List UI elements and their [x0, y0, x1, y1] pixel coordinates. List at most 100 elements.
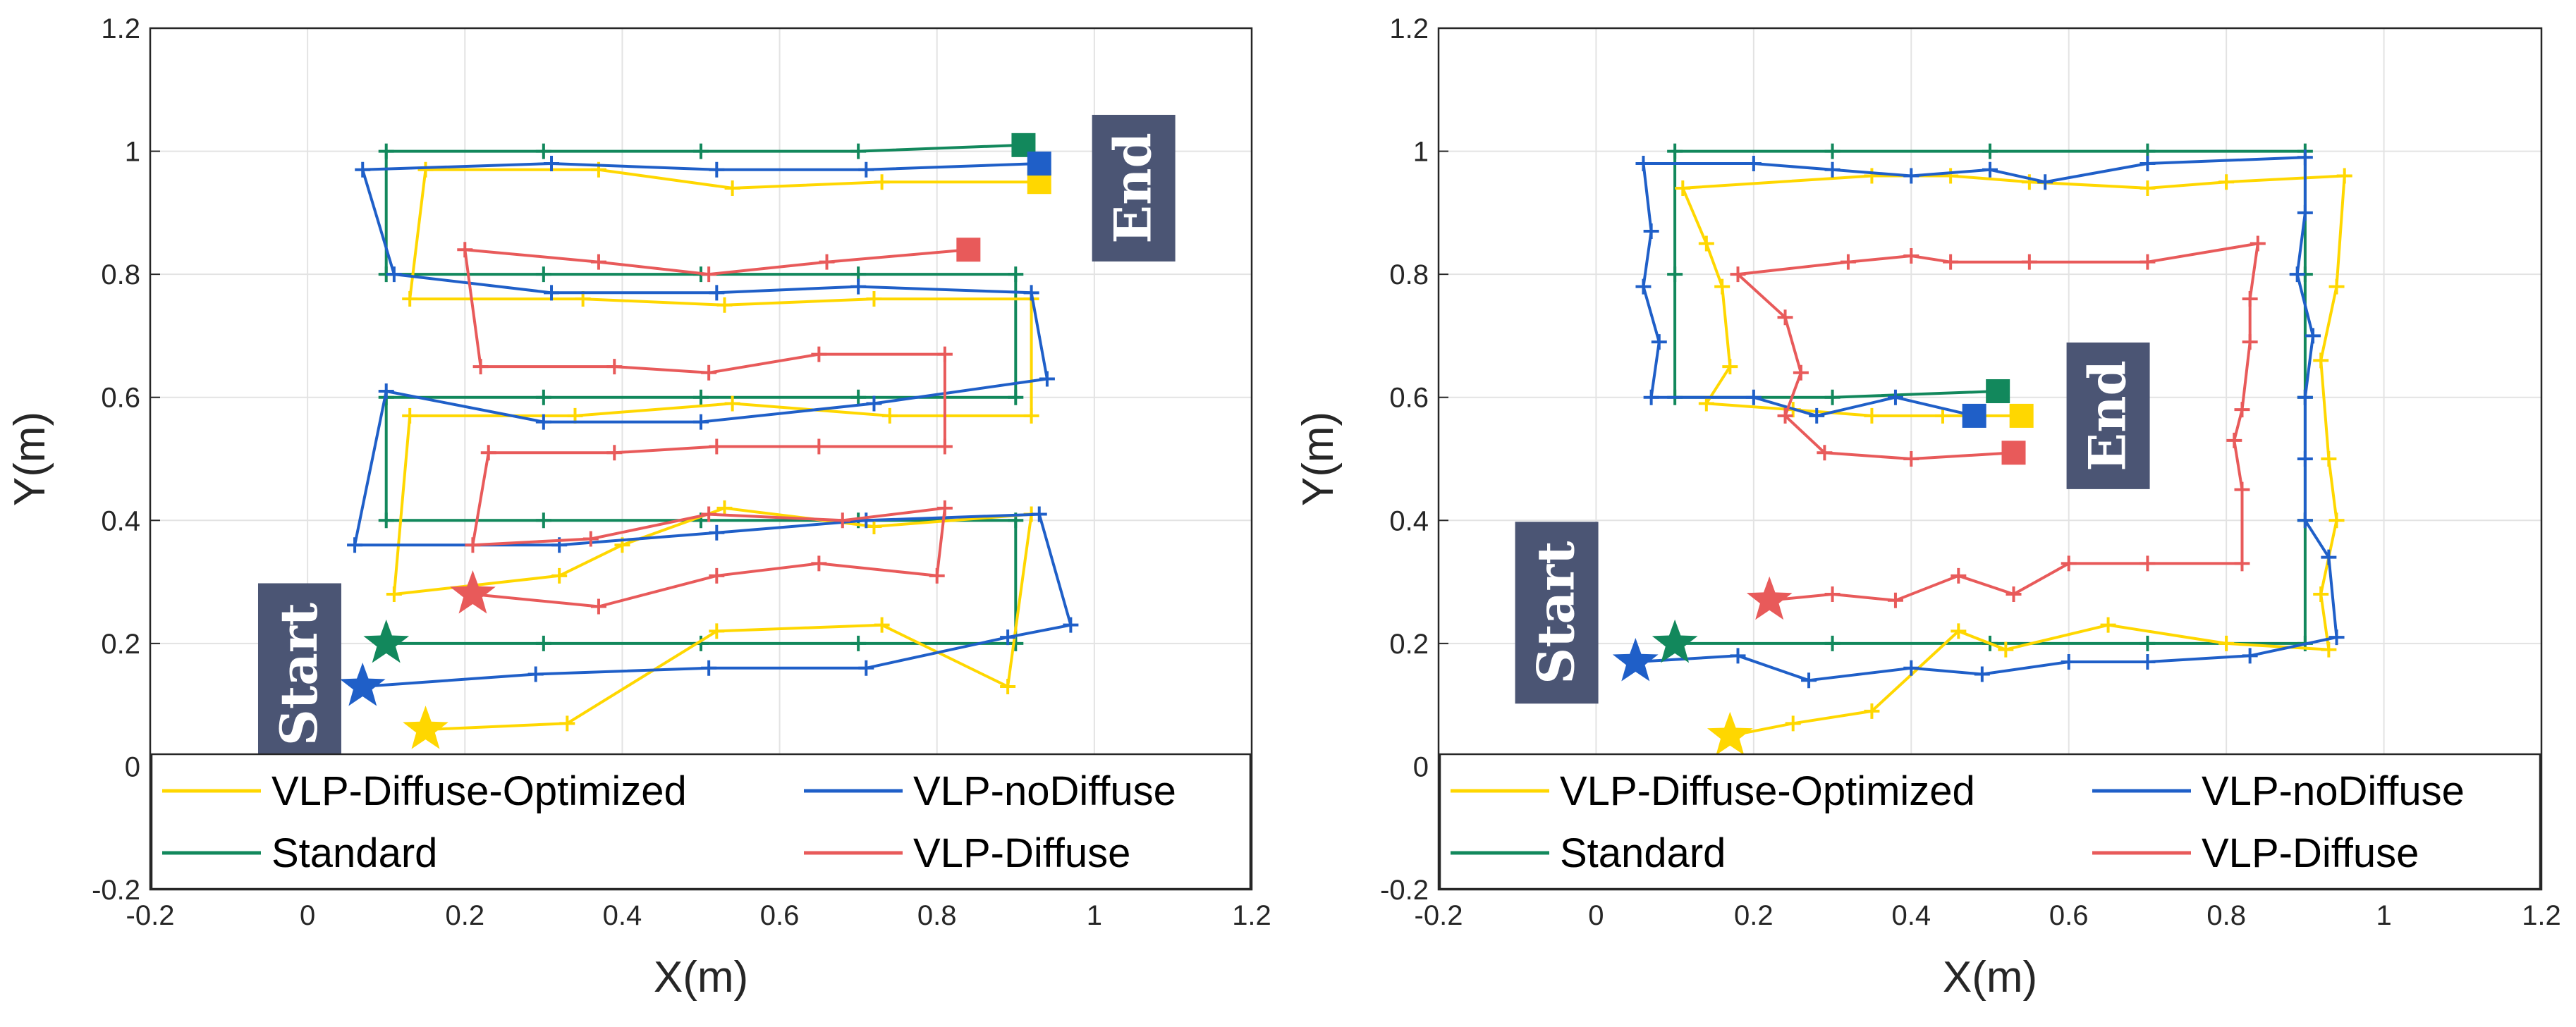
data-point [535, 414, 551, 430]
start-star-marker [1612, 638, 1659, 682]
legend-label: VLP-Diffuse [913, 830, 1130, 876]
start-star-marker [363, 619, 410, 663]
data-point [544, 156, 560, 172]
end-square-marker [956, 238, 981, 262]
data-point [1793, 364, 1809, 381]
data-point [2242, 334, 2258, 350]
data-point [1023, 407, 1039, 424]
y-tick-label: 0.4 [1389, 505, 1429, 536]
end-square-marker [1962, 403, 1986, 428]
series-vlp-diffuse [1730, 235, 2266, 608]
data-point [709, 438, 725, 455]
y-tick-label: 0 [125, 751, 140, 782]
data-point [1643, 223, 1659, 240]
data-point [1824, 143, 1841, 159]
data-point [2321, 451, 2337, 467]
data-point [2139, 156, 2156, 172]
data-point [1722, 359, 1738, 375]
x-tick-label: 1.2 [2522, 900, 2561, 931]
x-axis-label: X(m) [654, 953, 748, 1002]
data-point [465, 537, 481, 553]
data-point [2234, 481, 2250, 498]
data-point [811, 438, 827, 455]
data-point [2139, 254, 2156, 270]
data-point [582, 531, 599, 547]
data-point [2336, 168, 2352, 184]
data-point [709, 161, 725, 178]
legend: VLP-Diffuse-Optimized VLP-noDiffuse Standa… [150, 753, 1252, 890]
data-point [1023, 285, 1039, 301]
data-point [2139, 180, 2156, 196]
legend-box [1439, 753, 2541, 890]
x-tick-label: -0.2 [1415, 900, 1463, 931]
data-point [701, 266, 717, 283]
data-point [1745, 156, 1762, 172]
data-point [2234, 402, 2250, 418]
data-point [1000, 678, 1016, 694]
data-point [1698, 235, 1714, 252]
data-point [1903, 247, 1919, 264]
series-line [392, 168, 1039, 732]
start-star-marker [403, 706, 448, 749]
data-point [1000, 629, 1016, 646]
data-point [1667, 143, 1683, 159]
series-line [1736, 242, 2259, 602]
y-tick-label: -0.2 [1380, 875, 1429, 906]
data-point [1903, 660, 1919, 676]
series-vlp-diffuse [457, 242, 977, 615]
annotation-text: Start [269, 603, 329, 746]
data-point [402, 407, 418, 424]
y-tick-label: 0.4 [101, 505, 140, 536]
data-point [378, 383, 394, 399]
data-point [1824, 586, 1841, 603]
annotation-start: Start [1515, 522, 1599, 704]
annotation-end: End [2066, 342, 2150, 489]
annotation-box [1515, 522, 1599, 704]
data-point [1864, 703, 1880, 719]
annotation-end: End [1092, 114, 1176, 262]
data-point [1824, 161, 1841, 178]
start-star-marker [1707, 711, 1753, 756]
data-point [881, 407, 898, 424]
legend-label: VLP-Diffuse [2202, 830, 2419, 876]
data-point [724, 180, 740, 196]
data-point [347, 537, 363, 553]
data-point [1777, 309, 1793, 326]
legend-label: VLP-Diffuse-Optimized [1560, 768, 1975, 814]
series-line [1681, 174, 2346, 737]
data-point [2250, 235, 2266, 252]
data-point [929, 567, 945, 584]
data-point [2218, 174, 2235, 190]
data-point [2297, 389, 2313, 405]
data-point [355, 161, 371, 178]
data-point [535, 266, 551, 283]
data-point [1039, 371, 1055, 387]
data-point [551, 567, 568, 584]
x-tick-label: 0.2 [1734, 900, 1774, 931]
data-point [1943, 168, 1959, 184]
data-point [457, 242, 473, 258]
y-tick-label: -0.2 [92, 875, 140, 906]
data-point [811, 346, 827, 362]
data-point [2234, 555, 2250, 572]
data-point [1730, 266, 1746, 283]
data-point [1840, 254, 1856, 270]
data-point [2139, 654, 2156, 670]
data-point [866, 395, 882, 412]
data-point [590, 254, 606, 270]
legend-entry: VLP-Diffuse [804, 830, 1130, 876]
legend: VLP-Diffuse-Optimized VLP-noDiffuse Standa… [1439, 753, 2541, 890]
data-point [2297, 512, 2313, 529]
data-point [1974, 666, 1990, 682]
data-point [472, 359, 489, 375]
y-tick-label: 1 [1413, 137, 1429, 168]
data-point [1031, 506, 1047, 522]
data-point [1801, 672, 1817, 689]
data-point [386, 586, 402, 603]
data-point [1864, 168, 1880, 184]
data-point [1951, 567, 1967, 584]
data-point [2297, 149, 2313, 166]
y-tick-label: 0.8 [101, 259, 140, 290]
data-point [1730, 648, 1746, 664]
